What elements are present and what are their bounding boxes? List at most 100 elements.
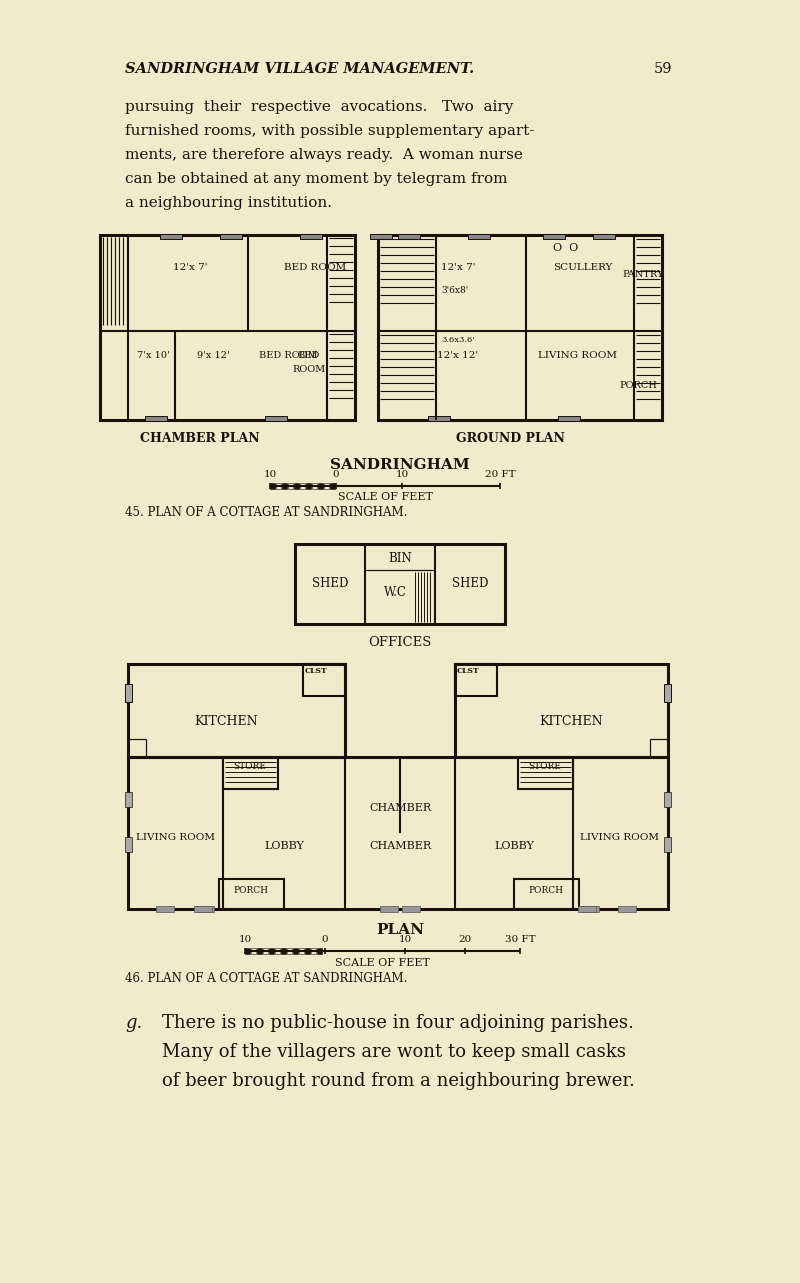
Text: ROOM: ROOM [292, 364, 326, 375]
Text: BED ROOM: BED ROOM [258, 352, 318, 361]
Bar [125, 837, 132, 852]
Text: 12'x 7': 12'x 7' [441, 263, 475, 272]
Bar [269, 948, 274, 955]
Bar [324, 482, 329, 489]
Text: 10: 10 [398, 935, 412, 944]
Bar [317, 948, 322, 955]
Bar [220, 234, 242, 239]
Text: 59: 59 [654, 62, 673, 76]
Bar [428, 416, 450, 421]
Bar [455, 665, 497, 695]
Text: Many of the villagers are wont to keep small casks: Many of the villagers are wont to keep s… [162, 1043, 626, 1061]
Text: SANDRINGHAM: SANDRINGHAM [330, 458, 470, 472]
Text: GROUND PLAN: GROUND PLAN [455, 432, 565, 445]
Bar [378, 235, 662, 420]
Text: 12'x 12': 12'x 12' [438, 352, 478, 361]
Bar [156, 906, 174, 912]
Bar [219, 879, 284, 908]
Text: 7'x 10': 7'x 10' [137, 352, 170, 361]
Text: 3'6x8': 3'6x8' [441, 286, 468, 295]
Text: 10: 10 [238, 935, 252, 944]
Bar [282, 482, 287, 489]
Bar [402, 906, 420, 912]
Bar [664, 684, 671, 702]
Text: a neighbouring institution.: a neighbouring institution. [125, 196, 332, 210]
Text: There is no public-house in four adjoining parishes.: There is no public-house in four adjoini… [162, 1014, 634, 1032]
Text: 0: 0 [322, 935, 328, 944]
Bar [518, 757, 573, 789]
Text: KITCHEN: KITCHEN [194, 715, 258, 727]
Text: LIVING ROOM: LIVING ROOM [581, 833, 659, 842]
Bar [257, 948, 262, 955]
Bar [664, 792, 671, 807]
Text: PORCH: PORCH [234, 887, 269, 896]
Text: KITCHEN: KITCHEN [539, 715, 603, 727]
Text: STORE: STORE [529, 762, 562, 771]
Text: CHAMBER: CHAMBER [369, 803, 431, 812]
Bar [276, 482, 281, 489]
Bar [543, 234, 565, 239]
Text: pursuing  their  respective  avocations.   Two  airy: pursuing their respective avocations. Tw… [125, 100, 514, 114]
Text: can be obtained at any moment by telegram from: can be obtained at any moment by telegra… [125, 172, 507, 186]
Bar [281, 948, 286, 955]
Text: 12'x 7': 12'x 7' [173, 263, 207, 272]
Bar [194, 906, 212, 912]
Bar [300, 482, 305, 489]
Bar [312, 482, 317, 489]
Text: SHED: SHED [452, 577, 488, 590]
Bar [618, 906, 636, 912]
Bar [145, 416, 167, 421]
Bar [299, 948, 304, 955]
Text: g.: g. [125, 1014, 142, 1032]
Bar [370, 234, 392, 239]
Bar [125, 684, 132, 702]
Text: OFFICES: OFFICES [368, 636, 432, 649]
Text: SCALE OF FEET: SCALE OF FEET [334, 958, 430, 967]
Bar [514, 879, 579, 908]
Text: PORCH: PORCH [619, 381, 657, 390]
Bar [293, 948, 298, 955]
Text: CHAMBER PLAN: CHAMBER PLAN [140, 432, 260, 445]
Bar [100, 235, 355, 420]
Text: 46. PLAN OF A COTTAGE AT SANDRINGHAM.: 46. PLAN OF A COTTAGE AT SANDRINGHAM. [125, 973, 407, 985]
Bar [468, 234, 490, 239]
Text: BED: BED [298, 352, 320, 361]
Text: 0: 0 [333, 470, 339, 479]
Bar [287, 948, 292, 955]
Bar [398, 234, 420, 239]
Text: 3.6x3.6': 3.6x3.6' [441, 336, 474, 344]
Bar [251, 948, 256, 955]
Bar [160, 234, 182, 239]
Text: SCULLERY: SCULLERY [554, 263, 613, 272]
Text: LOBBY: LOBBY [494, 840, 534, 851]
Bar [330, 482, 335, 489]
Bar [303, 665, 345, 695]
Bar [581, 906, 599, 912]
Bar [294, 482, 299, 489]
Text: W.C: W.C [383, 586, 406, 599]
Text: 9'x 12': 9'x 12' [197, 352, 230, 361]
Text: 10: 10 [395, 470, 409, 479]
Text: LOBBY: LOBBY [264, 840, 304, 851]
Bar [305, 948, 310, 955]
Text: BED ROOM: BED ROOM [284, 263, 346, 272]
Bar [288, 482, 293, 489]
Text: SANDRINGHAM VILLAGE MANAGEMENT.: SANDRINGHAM VILLAGE MANAGEMENT. [125, 62, 474, 76]
Text: of beer brought round from a neighbouring brewer.: of beer brought round from a neighbourin… [162, 1073, 635, 1091]
Text: SCALE OF FEET: SCALE OF FEET [338, 491, 433, 502]
Bar [275, 948, 280, 955]
Bar [664, 837, 671, 852]
Bar [311, 948, 316, 955]
Text: LIVING ROOM: LIVING ROOM [538, 352, 618, 361]
Bar [558, 416, 580, 421]
Bar [380, 906, 398, 912]
Text: 10: 10 [263, 470, 277, 479]
Text: furnished rooms, with possible supplementary apart-: furnished rooms, with possible supplemen… [125, 124, 534, 139]
Bar [593, 234, 615, 239]
Text: STORE: STORE [234, 762, 266, 771]
Bar [306, 482, 311, 489]
Text: PORCH: PORCH [529, 887, 563, 896]
Text: LIVING ROOM: LIVING ROOM [135, 833, 214, 842]
Bar [295, 544, 505, 624]
Bar [245, 948, 250, 955]
